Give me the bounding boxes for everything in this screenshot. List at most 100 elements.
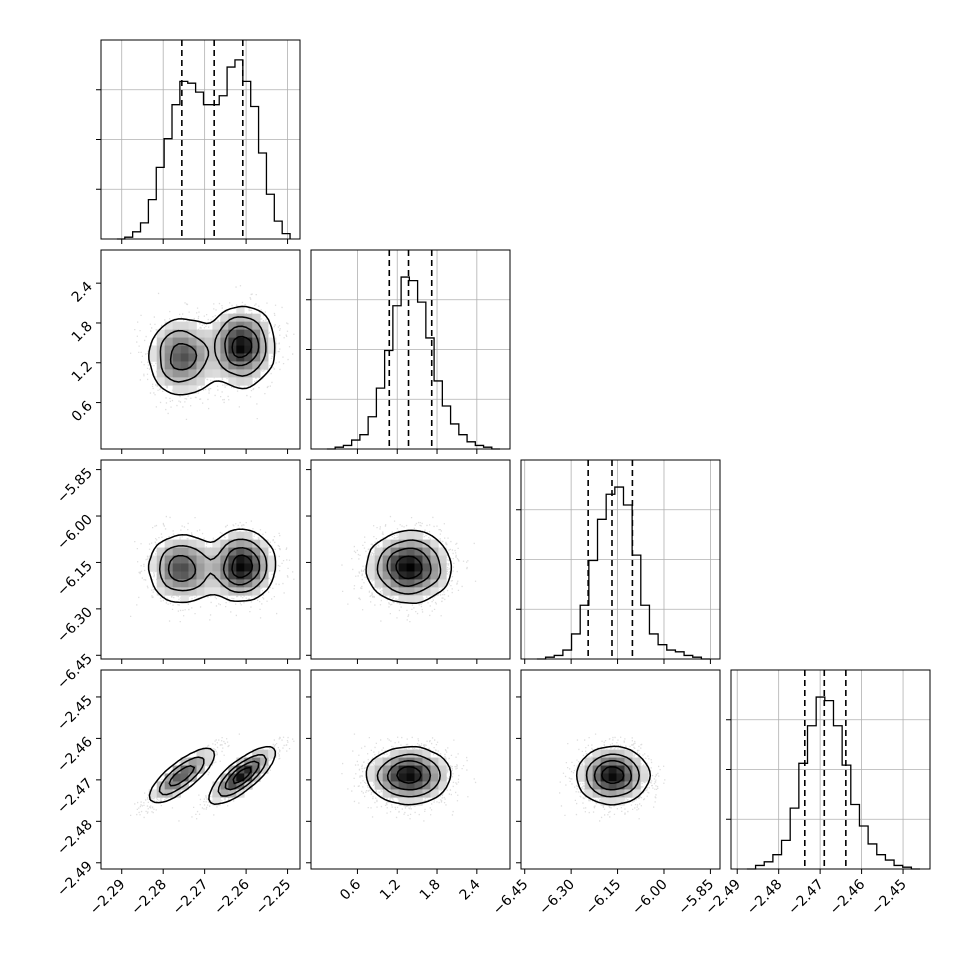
density-cell: [260, 579, 269, 588]
y-tick-label: −6.45: [54, 651, 96, 693]
density-cell: [220, 539, 229, 548]
density-cell: [244, 329, 253, 338]
density-cell: [180, 385, 189, 394]
density-cell: [430, 789, 439, 798]
density-cell: [164, 369, 173, 378]
density-cell: [212, 781, 221, 790]
density-cell: [430, 571, 439, 580]
y-tick-label: −2.49: [54, 858, 96, 900]
density-cell: [632, 757, 641, 766]
density-cell: [172, 781, 181, 790]
density-cell: [374, 781, 383, 790]
x-tick-label: −2.27: [170, 877, 212, 919]
density-cell: [172, 571, 181, 580]
density-cell: [398, 531, 407, 540]
panel-frame: [520, 669, 721, 870]
density-cell: [172, 547, 181, 556]
density-cell: [188, 773, 197, 782]
density-cell: [422, 547, 431, 556]
density-cell: [438, 571, 447, 580]
density-cell: [422, 773, 431, 782]
density-cell: [164, 781, 173, 790]
density-cell: [382, 781, 391, 790]
density-cell: [188, 329, 197, 338]
density-cell: [148, 563, 158, 572]
density-cell: [366, 563, 375, 572]
density-cell: [374, 547, 383, 556]
density-cell: [592, 749, 601, 758]
density-cell: [438, 765, 447, 774]
density-cell: [204, 329, 213, 338]
density-cell: [406, 563, 415, 572]
y-tick-label: −6.15: [54, 558, 96, 600]
density-cell: [180, 571, 189, 580]
density-cell: [252, 539, 261, 548]
density-cell: [244, 773, 253, 782]
density-cell: [180, 361, 189, 370]
density-cell: [204, 547, 213, 556]
density-panel-1-0: 0.6 1.2 1.8 2.4: [69, 249, 301, 454]
density-cell: [236, 773, 245, 782]
density-cell: [430, 773, 439, 782]
density-cell: [164, 353, 173, 362]
contour-line: [376, 753, 441, 798]
density-cell: [252, 547, 261, 556]
density-cell: [390, 571, 399, 580]
density-cell: [212, 539, 221, 548]
density-cell: [406, 797, 415, 806]
density-cell: [236, 757, 245, 766]
density-cell: [188, 555, 197, 564]
density-cell: [374, 563, 383, 572]
density-cell: [164, 337, 173, 346]
density-cell: [438, 547, 447, 556]
density-cell: [382, 571, 391, 580]
density-cell: [252, 369, 261, 378]
contour-line: [601, 766, 625, 784]
density-cell: [236, 563, 245, 572]
density-cell: [156, 563, 165, 572]
density-cell: [212, 345, 221, 354]
density-cell: [220, 547, 229, 556]
density-cell: [260, 361, 269, 370]
density-cell: [632, 765, 641, 774]
density-cell: [406, 547, 415, 556]
density-cell: [180, 547, 189, 556]
density-cell: [196, 337, 205, 346]
density-cell: [406, 539, 415, 548]
density-cell: [414, 781, 423, 790]
density-cell: [406, 587, 415, 596]
density-cell: [430, 539, 439, 548]
histogram-panel-0: [96, 39, 301, 244]
density-cell: [172, 337, 181, 346]
density-cell: [156, 329, 165, 338]
density-cell: [228, 547, 237, 556]
density-cell: [212, 789, 221, 798]
density-cell: [624, 749, 633, 758]
density-cell: [398, 547, 407, 556]
y-tick-label: 1.2: [69, 358, 96, 385]
density-cell: [438, 579, 447, 588]
density-cell: [438, 563, 447, 572]
density-cell: [212, 587, 221, 596]
density-cell: [640, 773, 649, 782]
density-cell: [422, 757, 431, 766]
density-cell: [236, 337, 245, 346]
density-cell: [260, 321, 269, 330]
density-cell: [406, 571, 415, 580]
density-cell: [212, 555, 221, 564]
density-cell: [260, 555, 269, 564]
histogram-panel-1: [306, 249, 511, 454]
density-cell: [180, 595, 189, 604]
x-tick-label: −6.45: [490, 877, 532, 919]
panel-frame: [100, 249, 301, 450]
density-cell: [414, 797, 423, 806]
density-cell: [180, 345, 189, 354]
density-cell: [172, 789, 181, 798]
density-cell: [212, 329, 221, 338]
x-tick-label: −2.45: [868, 877, 910, 919]
density-cell: [382, 547, 391, 556]
x-tick-label: 2.4: [457, 876, 484, 903]
x-tick-label: −2.47: [785, 877, 827, 919]
density-cell: [382, 789, 391, 798]
density-cell: [268, 337, 277, 346]
